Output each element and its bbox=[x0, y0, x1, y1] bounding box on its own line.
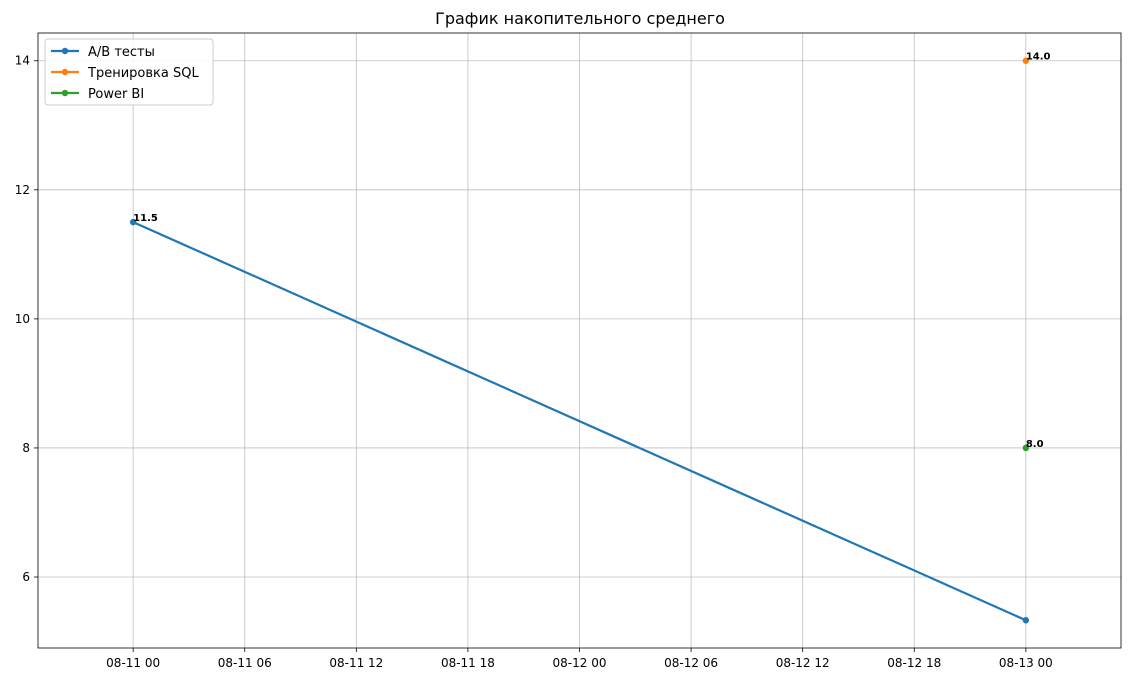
data-label: 11.5 bbox=[133, 213, 158, 224]
data-point bbox=[1022, 617, 1030, 624]
data-labels: 11.5 14.0 8.0 bbox=[133, 52, 1050, 450]
legend-label: Power BI bbox=[88, 87, 144, 102]
series-2 bbox=[1022, 57, 1030, 64]
legend-box bbox=[44, 38, 214, 106]
data-point bbox=[129, 218, 137, 226]
axes: 08-11 00 08-11 06 08-11 12 08-11 18 08-12 00… bbox=[15, 32, 1122, 670]
y-tick-label: 10 bbox=[15, 312, 30, 326]
legend-marker bbox=[61, 68, 69, 76]
data-label: 14.0 bbox=[1026, 52, 1051, 63]
legend-item: Тренировка SQL bbox=[51, 66, 199, 81]
legend-marker bbox=[61, 47, 69, 55]
x-tick-label: 08-11 00 bbox=[106, 656, 160, 670]
series-3 bbox=[1022, 444, 1030, 452]
data-point bbox=[1022, 444, 1030, 452]
legend-item: Power BI bbox=[51, 87, 144, 102]
plot-frame bbox=[37, 32, 1122, 649]
series-1 bbox=[129, 218, 1030, 624]
x-tick-label: 08-12 06 bbox=[664, 656, 718, 670]
y-tick-label: 12 bbox=[15, 183, 30, 197]
legend-marker bbox=[61, 89, 69, 97]
legend-label: A/B тесты bbox=[88, 45, 155, 60]
chart-title: График накопительного среднего bbox=[435, 9, 725, 28]
x-tick-label: 08-12 00 bbox=[553, 656, 607, 670]
x-tick-label: 08-11 06 bbox=[218, 656, 272, 670]
legend-label: Тренировка SQL bbox=[87, 66, 199, 81]
data-point bbox=[1022, 57, 1030, 64]
legend: A/B тесты Тренировка SQL Power BI bbox=[44, 38, 214, 106]
x-tick-label: 08-12 18 bbox=[887, 656, 941, 670]
x-tick-label: 08-11 18 bbox=[441, 656, 495, 670]
y-tick-label: 14 bbox=[15, 54, 30, 68]
x-tick-label: 08-13 00 bbox=[999, 656, 1053, 670]
data-label: 8.0 bbox=[1026, 439, 1044, 450]
x-tick-label: 08-12 12 bbox=[776, 656, 830, 670]
legend-item: A/B тесты bbox=[51, 45, 155, 60]
series-layer bbox=[129, 57, 1030, 624]
y-tick-label: 8 bbox=[22, 441, 30, 455]
y-tick-label: 6 bbox=[22, 570, 30, 584]
series-line bbox=[132, 221, 1027, 622]
x-tick-label: 08-11 12 bbox=[329, 656, 383, 670]
grid bbox=[38, 33, 1121, 648]
